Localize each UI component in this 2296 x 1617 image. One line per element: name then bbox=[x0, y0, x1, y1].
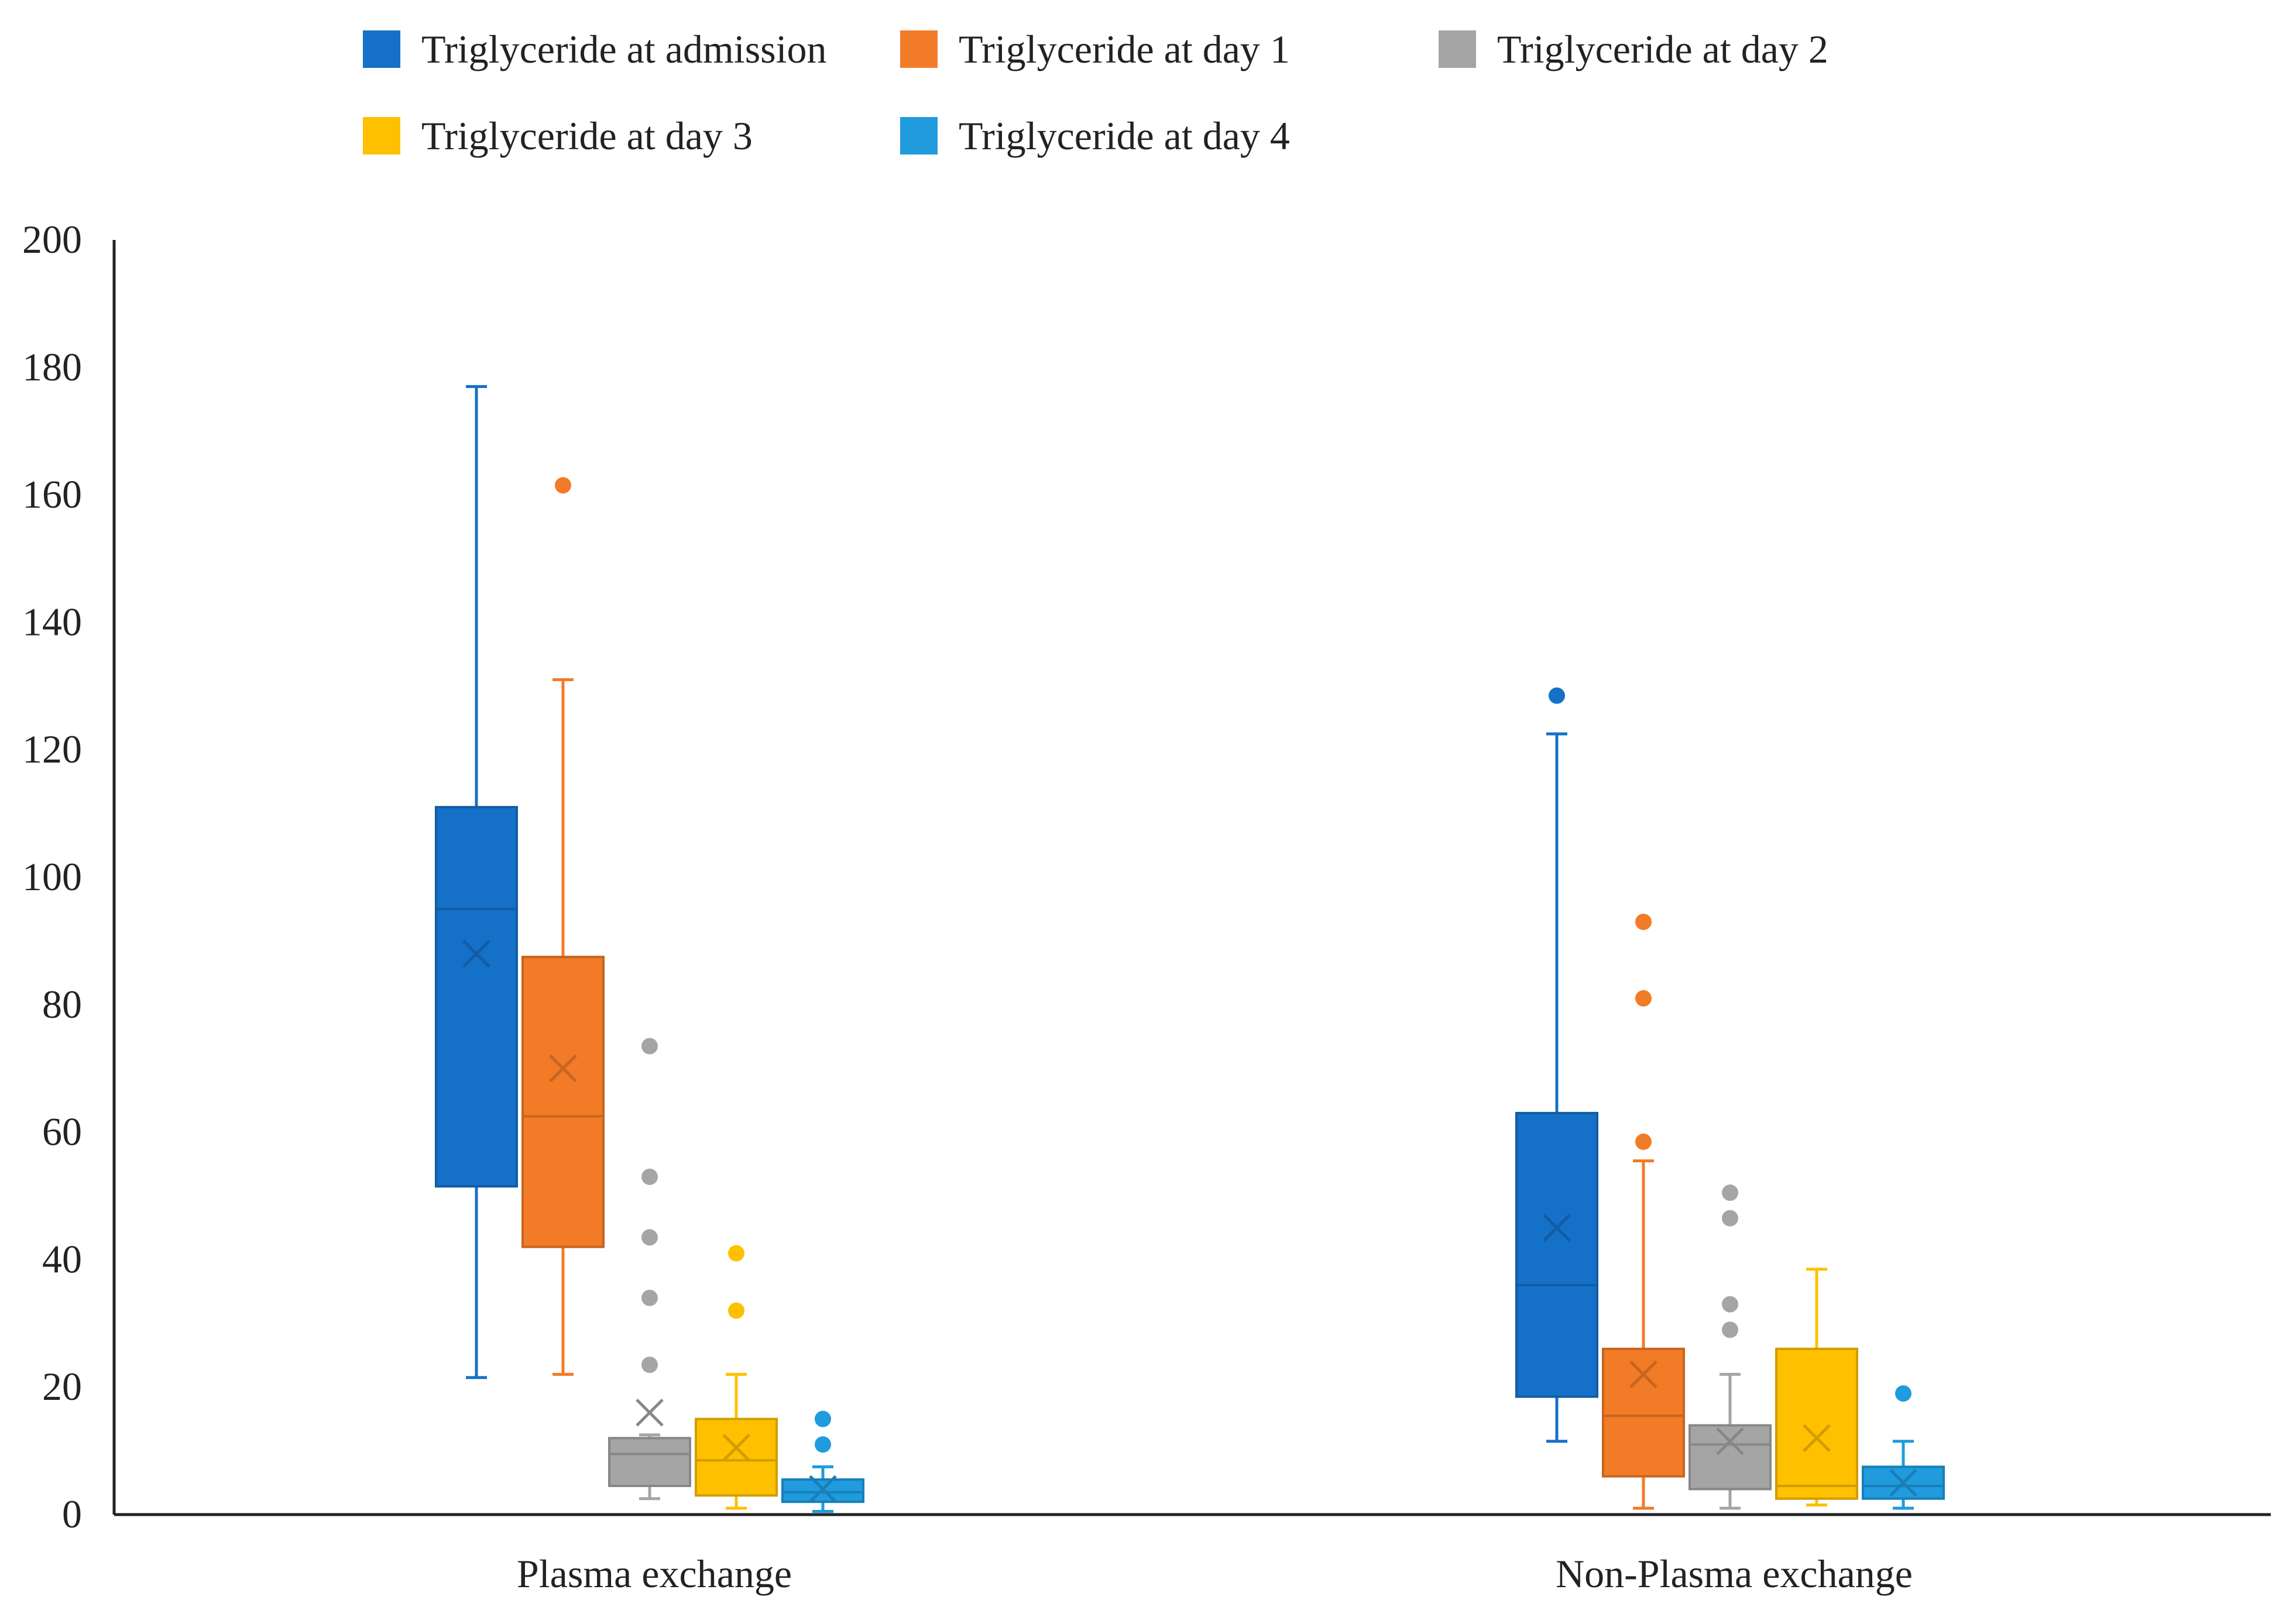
mean-marker-stroke bbox=[462, 939, 490, 968]
x-category-label: Non-Plasma exchange bbox=[1556, 1551, 1913, 1596]
legend-label: Triglyceride at day 4 bbox=[959, 113, 1290, 158]
iqr-box bbox=[608, 1437, 691, 1487]
legend-swatch bbox=[363, 30, 400, 68]
y-tick-label: 60 bbox=[42, 1110, 82, 1154]
iqr-box bbox=[435, 806, 518, 1188]
legend-item: Triglyceride at day 1 bbox=[900, 26, 1290, 73]
y-tick-label: 40 bbox=[42, 1237, 82, 1281]
box-plot-marks bbox=[435, 384, 1945, 1513]
mean-marker-stroke bbox=[722, 1433, 750, 1462]
outlier-point bbox=[641, 1168, 658, 1185]
legend-item: Triglyceride at admission bbox=[363, 26, 827, 73]
legend: Triglyceride at admission Triglyceride a… bbox=[363, 22, 2119, 159]
mean-marker bbox=[549, 1054, 577, 1083]
mean-marker-stroke bbox=[809, 1475, 837, 1503]
legend-swatch bbox=[1439, 30, 1476, 68]
mean-marker-stroke bbox=[636, 1398, 664, 1427]
y-tick-label: 100 bbox=[22, 854, 82, 899]
outlier-point bbox=[555, 477, 571, 494]
mean-marker-stroke bbox=[1716, 1427, 1744, 1455]
outlier-point bbox=[1635, 1133, 1652, 1150]
iqr-box bbox=[1775, 1347, 1858, 1500]
y-tick-label: 180 bbox=[22, 345, 82, 389]
y-tick-label: 200 bbox=[22, 217, 82, 262]
mean-marker-stroke bbox=[549, 1054, 577, 1083]
y-tick-label: 140 bbox=[22, 599, 82, 644]
x-axis-labels: Plasma exchange Non-Plasma exchange bbox=[517, 1551, 1913, 1596]
outlier-point bbox=[1895, 1385, 1911, 1402]
legend-swatch bbox=[363, 117, 400, 155]
mean-marker bbox=[722, 1433, 750, 1462]
outlier-point bbox=[1722, 1210, 1738, 1227]
outlier-point bbox=[641, 1357, 658, 1374]
mean-marker bbox=[1803, 1424, 1831, 1453]
y-tick-label: 160 bbox=[22, 472, 82, 517]
iqr-box bbox=[1515, 1111, 1598, 1398]
outlier-point bbox=[1635, 990, 1652, 1007]
y-tick-label: 120 bbox=[22, 727, 82, 771]
outlier-point bbox=[728, 1245, 744, 1262]
legend-swatch bbox=[900, 30, 938, 68]
mean-marker bbox=[1543, 1214, 1571, 1242]
outlier-point bbox=[1549, 687, 1565, 704]
legend-swatch bbox=[900, 117, 938, 155]
outlier-point bbox=[1722, 1321, 1738, 1338]
y-tick-label: 20 bbox=[42, 1364, 82, 1409]
outlier-point bbox=[815, 1436, 831, 1453]
iqr-box bbox=[1602, 1347, 1685, 1478]
iqr-box bbox=[781, 1478, 864, 1503]
y-axis-ticks: 0 20 40 60 80 100 120 140 160 180 200 bbox=[22, 217, 82, 1536]
legend-label: Triglyceride at day 2 bbox=[1497, 26, 1828, 71]
legend-item: Triglyceride at day 2 bbox=[1439, 26, 1828, 73]
legend-label: Triglyceride at day 3 bbox=[421, 113, 753, 158]
outlier-point bbox=[815, 1410, 831, 1427]
legend-label: Triglyceride at admission bbox=[421, 26, 827, 71]
iqr-box bbox=[521, 956, 605, 1248]
legend-label: Triglyceride at day 1 bbox=[959, 26, 1290, 71]
y-tick-label: 80 bbox=[42, 982, 82, 1026]
outlier-point bbox=[641, 1289, 658, 1306]
iqr-box bbox=[695, 1417, 778, 1497]
outlier-point bbox=[641, 1038, 658, 1055]
mean-marker-stroke bbox=[1889, 1468, 1917, 1497]
legend-item: Triglyceride at day 3 bbox=[363, 112, 753, 159]
legend-item: Triglyceride at day 4 bbox=[900, 112, 1290, 159]
mean-marker bbox=[636, 1398, 664, 1427]
iqr-box bbox=[1688, 1424, 1772, 1491]
mean-marker-stroke bbox=[1543, 1214, 1571, 1242]
mean-marker bbox=[1716, 1427, 1744, 1455]
outlier-point bbox=[641, 1229, 658, 1246]
mean-marker bbox=[462, 939, 490, 968]
mean-marker-stroke bbox=[1803, 1424, 1831, 1453]
x-category-label: Plasma exchange bbox=[517, 1551, 792, 1596]
outlier-point bbox=[1722, 1185, 1738, 1201]
mean-marker bbox=[1629, 1360, 1657, 1389]
mean-marker bbox=[1889, 1468, 1917, 1497]
y-tick-label: 0 bbox=[62, 1492, 82, 1536]
mean-marker-stroke bbox=[1629, 1360, 1657, 1389]
mean-marker bbox=[809, 1475, 837, 1503]
outlier-point bbox=[728, 1302, 744, 1319]
outlier-point bbox=[1635, 914, 1652, 931]
outlier-point bbox=[1722, 1296, 1738, 1313]
